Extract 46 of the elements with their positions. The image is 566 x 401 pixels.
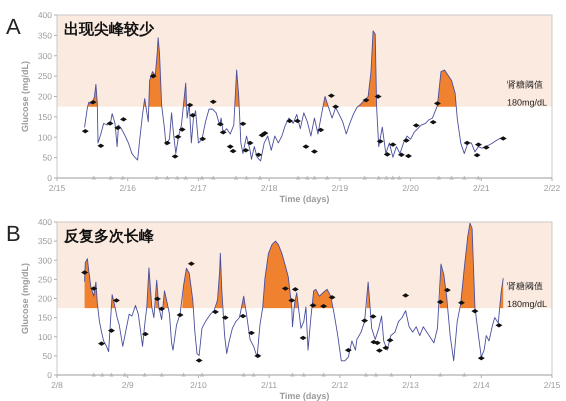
y-tick-label: 400 [38, 217, 52, 227]
x-tick-label: 2/12 [332, 380, 348, 390]
chart-title: B [6, 221, 21, 246]
y-tick-label: 150 [38, 312, 52, 323]
x-tick-label: 2/9 [122, 380, 134, 390]
y-axis-title: Glucose (mg/dL) [20, 262, 30, 334]
y-tick-label: 400 [38, 10, 52, 20]
chart-subtitle: 反复多次长峰 [63, 228, 155, 245]
x-axis-title: Time (days) [280, 391, 330, 401]
y-tick-label: 0 [47, 370, 52, 380]
y-tick-label: 50 [42, 350, 52, 361]
x-tick-label: 2/22 [544, 183, 561, 193]
y-tick-label: 50 [42, 152, 52, 163]
chart-title: A [6, 14, 21, 39]
y-tick-label: 200 [38, 92, 52, 102]
x-tick-label: 2/11 [261, 380, 278, 390]
annotation: 肾糖阈值 [507, 80, 543, 90]
y-tick-label: 250 [38, 71, 52, 82]
x-tick-label: 2/17 [190, 183, 207, 193]
x-tick-label: 2/21 [473, 183, 490, 193]
x-tick-label: 2/20 [402, 183, 420, 193]
y-tick-label: 250 [38, 274, 52, 284]
y-axis-title: Glucose (mg/dL) [20, 60, 30, 132]
x-tick-label: 2/16 [119, 183, 136, 193]
x-axis-title: Time (days) [280, 194, 330, 204]
x-tick-label: 2/10 [190, 380, 207, 390]
y-tick-label: 100 [38, 132, 52, 142]
x-tick-label: 2/14 [473, 380, 490, 390]
annotation: 180mg/dL [507, 98, 548, 108]
y-tick-label: 100 [38, 332, 52, 342]
annotation: 180mg/dL [507, 299, 548, 310]
y-tick-label: 200 [38, 294, 52, 304]
y-tick-label: 350 [38, 236, 52, 246]
y-tick-label: 0 [47, 173, 52, 183]
x-tick-label: 2/13 [402, 380, 420, 390]
x-tick-label: 2/15 [48, 183, 66, 193]
y-tick-label: 350 [38, 30, 52, 40]
x-tick-label: 2/8 [51, 380, 64, 390]
x-tick-label: 2/15 [544, 380, 561, 390]
chart-subtitle: 出现尖峰较少 [64, 21, 155, 38]
y-tick-label: 300 [38, 255, 52, 266]
x-tick-label: 2/18 [260, 183, 278, 193]
y-tick-label: 150 [38, 112, 52, 122]
annotation: 肾糖阈值 [507, 281, 543, 292]
x-tick-label: 2/19 [332, 183, 348, 193]
y-tick-label: 300 [38, 50, 52, 61]
